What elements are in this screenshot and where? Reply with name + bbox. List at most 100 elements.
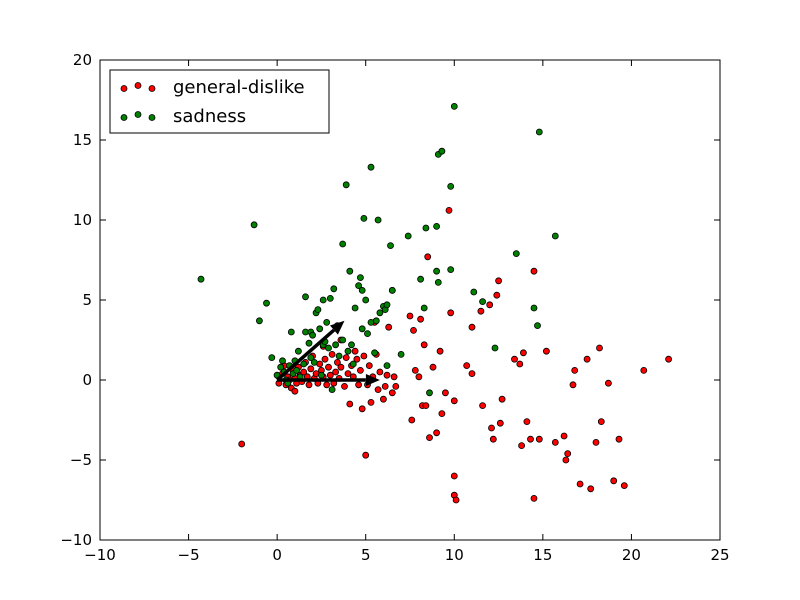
data-point — [433, 222, 441, 230]
data-point — [665, 355, 672, 363]
data-point — [429, 363, 437, 371]
vector-arrow — [277, 374, 380, 386]
data-point — [530, 304, 538, 312]
legend-marker — [134, 82, 142, 89]
data-point — [415, 373, 423, 381]
data-point — [406, 312, 414, 320]
data-point — [424, 253, 432, 261]
data-point — [390, 373, 398, 381]
legend-entry: general-dislike — [120, 77, 305, 98]
data-point — [314, 306, 322, 314]
data-point — [422, 224, 430, 232]
data-point — [317, 371, 325, 379]
data-point — [495, 277, 503, 285]
data-point — [605, 379, 612, 387]
data-point — [417, 275, 425, 283]
data-point — [450, 397, 458, 405]
data-point — [342, 354, 350, 362]
data-point — [447, 309, 455, 317]
data-point — [610, 477, 618, 485]
x-tick-label: 20 — [622, 546, 641, 564]
data-point — [268, 354, 276, 362]
data-point — [279, 357, 286, 365]
data-point — [417, 315, 425, 323]
data-point — [468, 323, 476, 331]
data-point — [376, 368, 384, 376]
data-point — [309, 331, 317, 339]
data-point — [367, 398, 375, 406]
data-point — [360, 214, 368, 222]
data-point — [420, 341, 428, 349]
x-tick-label: −10 — [84, 546, 116, 564]
data-point — [426, 434, 433, 442]
data-point — [344, 370, 352, 378]
data-point — [562, 456, 570, 464]
legend-entry: sadness — [120, 106, 246, 127]
data-point — [534, 322, 541, 330]
legend-marker — [148, 85, 156, 92]
data-point — [433, 429, 441, 437]
data-point — [486, 301, 494, 309]
data-point — [332, 341, 340, 349]
data-point — [346, 267, 354, 275]
data-point — [385, 323, 393, 331]
data-point — [355, 282, 363, 290]
arrow-head — [330, 320, 345, 335]
data-point — [470, 288, 478, 296]
x-tick-label: 25 — [710, 546, 729, 564]
data-point — [512, 250, 520, 258]
data-point — [356, 274, 364, 282]
y-tick-label: 20 — [73, 51, 92, 69]
data-point — [543, 347, 550, 355]
data-point — [615, 435, 623, 443]
x-tick-label: 10 — [445, 546, 464, 564]
data-point — [323, 318, 331, 326]
data-point — [479, 298, 487, 306]
data-point — [250, 221, 258, 229]
data-point — [325, 363, 332, 371]
data-point — [372, 317, 380, 325]
data-point — [353, 355, 361, 363]
data-point — [523, 418, 531, 426]
data-point — [477, 307, 485, 315]
legend-marker — [120, 114, 128, 121]
data-point — [291, 387, 299, 395]
data-point — [326, 294, 334, 302]
data-point — [560, 432, 568, 440]
data-point — [371, 349, 379, 357]
data-point — [516, 360, 524, 368]
data-point — [388, 286, 396, 294]
data-point — [422, 402, 430, 410]
data-point — [238, 440, 246, 448]
data-point — [307, 365, 315, 373]
data-point — [420, 304, 428, 312]
data-point — [498, 395, 506, 403]
data-point — [411, 366, 419, 374]
data-point — [576, 480, 584, 488]
data-point — [351, 347, 359, 355]
arrows-layer — [275, 320, 380, 386]
data-point — [535, 128, 543, 136]
arrow-shaft — [275, 328, 336, 382]
data-point — [438, 147, 446, 155]
data-point — [335, 352, 343, 360]
data-point — [530, 494, 538, 502]
data-point — [302, 293, 309, 301]
data-point — [333, 358, 341, 366]
data-point — [496, 419, 504, 427]
data-point — [339, 336, 347, 344]
data-point — [307, 354, 315, 362]
data-point — [300, 360, 308, 368]
data-point — [450, 103, 458, 110]
data-point — [355, 381, 363, 389]
data-point — [374, 216, 382, 224]
data-point — [383, 301, 391, 309]
legend-box — [109, 69, 330, 134]
data-point — [518, 442, 525, 450]
data-point — [387, 242, 394, 250]
data-point — [326, 371, 334, 379]
data-point — [381, 382, 389, 390]
arrow-head — [365, 374, 380, 386]
data-point — [328, 350, 336, 358]
legend-label: general-dislike — [173, 77, 305, 98]
